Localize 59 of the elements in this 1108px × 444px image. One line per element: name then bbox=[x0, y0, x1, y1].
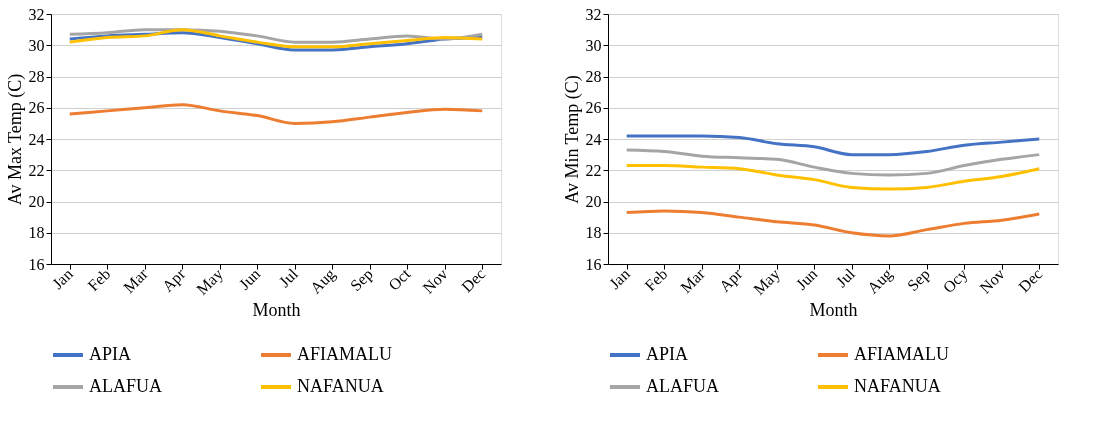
y-tick-label: 24 bbox=[28, 130, 45, 148]
legend-label: AFIAMALU bbox=[297, 344, 393, 364]
x-tick-label: Jun bbox=[792, 265, 821, 293]
x-axis-title: Month bbox=[252, 299, 301, 320]
x-tick-label: Feb bbox=[84, 265, 114, 295]
y-tick-label: 22 bbox=[585, 161, 602, 179]
legend-label: NAFANUA bbox=[297, 376, 384, 396]
y-tick-label: 20 bbox=[28, 193, 45, 210]
x-tick-label: Nov bbox=[419, 265, 451, 297]
legend-label: APIA bbox=[646, 344, 689, 364]
x-tick-label: Dec bbox=[458, 265, 489, 296]
line-series bbox=[625, 209, 1041, 238]
x-tick-label: Aug bbox=[306, 265, 340, 298]
x-tick-label: Jun bbox=[235, 265, 264, 293]
x-tick-label: Jan bbox=[605, 265, 633, 293]
y-tick-label: 18 bbox=[585, 224, 602, 242]
y-tick-label: 32 bbox=[28, 5, 45, 23]
line-series bbox=[68, 103, 484, 125]
x-tick-label: Sep bbox=[903, 265, 934, 295]
x-tick-label: Nov bbox=[976, 265, 1008, 297]
x-tick-label: Jul bbox=[832, 264, 859, 291]
x-tick-label: May bbox=[750, 265, 784, 299]
line-series bbox=[625, 148, 1041, 177]
x-tick-label: Mar bbox=[677, 264, 709, 297]
x-axis-title: Month bbox=[809, 299, 858, 320]
x-tick-label: Aug bbox=[863, 265, 897, 298]
y-tick-label: 30 bbox=[585, 36, 602, 54]
line-series bbox=[625, 134, 1041, 157]
x-tick-label: Jan bbox=[48, 265, 76, 293]
y-tick-label: 28 bbox=[585, 68, 602, 85]
y-tick-label: 32 bbox=[585, 5, 602, 23]
y-tick-label: 22 bbox=[28, 161, 45, 179]
x-tick-label: Ocy bbox=[939, 265, 972, 297]
y-tick-label: 20 bbox=[585, 193, 602, 210]
y-tick-label: 16 bbox=[585, 255, 602, 273]
x-tick-label: Apr bbox=[715, 264, 747, 296]
x-tick-label: Jul bbox=[275, 264, 302, 291]
x-tick-label: Feb bbox=[641, 265, 671, 295]
y-tick-label: 26 bbox=[585, 99, 602, 117]
x-tick-label: Mar bbox=[120, 264, 152, 297]
y-axis-title: Av Max Temp (C) bbox=[4, 73, 26, 206]
y-axis-title: Av Min Temp (C) bbox=[561, 75, 583, 204]
y-tick-label: 28 bbox=[28, 68, 45, 85]
x-tick-label: Apr bbox=[158, 264, 190, 296]
y-tick-label: 18 bbox=[28, 224, 45, 242]
legend-label: APIA bbox=[89, 344, 132, 364]
legend-label: AFIAMALU bbox=[854, 344, 950, 364]
y-tick-label: 16 bbox=[28, 255, 45, 273]
legend-label: NAFANUA bbox=[854, 376, 941, 396]
legend-label: ALAFUA bbox=[89, 376, 163, 396]
x-tick-label: Dec bbox=[1015, 265, 1046, 296]
line-series bbox=[625, 164, 1041, 191]
x-tick-label: May bbox=[193, 265, 227, 299]
y-tick-label: 26 bbox=[28, 99, 45, 117]
y-tick-label: 24 bbox=[585, 130, 602, 148]
x-tick-label: Sep bbox=[346, 265, 377, 295]
x-tick-label: Oct bbox=[385, 264, 414, 294]
legend-label: ALAFUA bbox=[646, 376, 720, 396]
y-tick-label: 30 bbox=[28, 36, 45, 54]
